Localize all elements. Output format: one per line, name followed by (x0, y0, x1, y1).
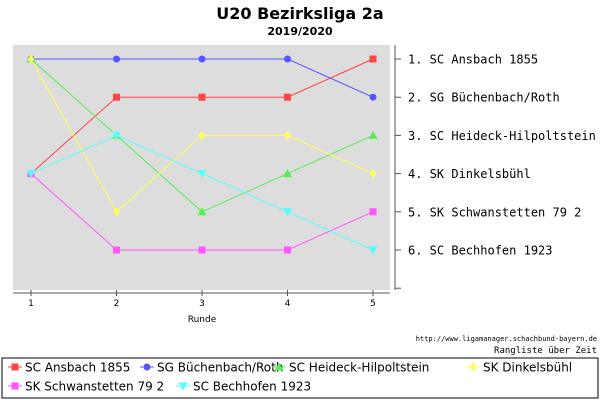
series-1-point-3 (198, 93, 206, 101)
legend-box (1, 357, 599, 399)
series-layer (26, 54, 378, 255)
chart-title: U20 Bezirksliga 2a (216, 4, 383, 23)
legend-item-3: SC Heideck-Hilpoltstein (272, 361, 429, 375)
rank-label-4: 4. SK Dinkelsbühl (408, 167, 531, 181)
series-4-point-5 (369, 169, 377, 179)
rank-label-1: 1. SC Ansbach 1855 (408, 53, 538, 67)
series-1-point-4 (284, 93, 291, 101)
series-1-point-5 (369, 55, 377, 63)
legend-label-5: SK Schwanstetten 79 2 (25, 380, 164, 394)
rank-label-6: 6. SC Bechhofen 1923 (408, 244, 553, 258)
series-5-point-5 (369, 208, 377, 216)
x-tick-label-5: 5 (370, 299, 376, 309)
series-6-point-2 (112, 131, 121, 140)
rank-label-5: 5. SK Schwanstetten 79 2 (408, 205, 581, 219)
x-tick-label-1: 1 (28, 299, 34, 309)
series-3-point-5 (368, 130, 378, 139)
legend-label-3: SC Heideck-Hilpoltstein (289, 361, 429, 375)
legend-marker-6 (178, 382, 188, 391)
x-tick-label-4: 4 (285, 299, 291, 309)
x-axis-label: Runde (188, 315, 217, 325)
rank-label-3: 3. SC Heideck-Hilpoltstein (408, 129, 596, 143)
series-4-point-3 (198, 130, 206, 140)
series-5-point-4 (284, 246, 291, 254)
series-3-point-3 (197, 207, 207, 216)
series-2-point-4 (284, 55, 291, 63)
series-4-point-4 (284, 130, 291, 140)
series-2-point-2 (113, 55, 120, 63)
rank-labels: 1. SC Ansbach 1855 2. SG Büchenbach/Roth 3… (408, 53, 596, 258)
legend: SC Ansbach 1855 SG Büchenbach/Roth SC Heid… (8, 361, 572, 394)
legend-item-1: SC Ansbach 1855 (8, 361, 130, 375)
x-tick-labels: 1 2 3 4 5 (28, 299, 376, 309)
series-6-point-4 (283, 208, 292, 217)
legend-item-5: SK Schwanstetten 79 2 (8, 380, 164, 394)
legend-label-1: SC Ansbach 1855 (25, 361, 130, 375)
legend-marker-5 (11, 382, 19, 390)
legend-marker-3 (274, 362, 284, 371)
legend-item-6: SC Bechhofen 1923 (176, 380, 311, 394)
legend-label-4: SK Dinkelsbühl (483, 361, 572, 375)
legend-marker-4 (469, 362, 477, 372)
series-4-point-2 (113, 207, 120, 217)
x-axis (13, 290, 390, 296)
legend-marker-2 (143, 363, 151, 371)
series-4-point-1 (27, 54, 35, 64)
x-tick-label-2: 2 (114, 299, 120, 309)
rank-label-2: 2. SG Büchenbach/Roth (408, 91, 560, 105)
chart-subtitle: 2019/2020 (267, 25, 333, 38)
series-6 (26, 131, 378, 255)
source-text: http://www.ligamanager.schachbund-bayern… (416, 335, 597, 343)
series-6-point-1 (26, 170, 36, 179)
series-4 (27, 54, 377, 217)
series-5-point-3 (198, 246, 206, 254)
x-tick-label-3: 3 (199, 299, 205, 309)
legend-item-4: SK Dinkelsbühl (466, 361, 572, 375)
series-2-point-5 (369, 93, 377, 101)
series-6-point-3 (197, 170, 207, 179)
legend-label-6: SC Bechhofen 1923 (193, 380, 311, 394)
series-1-point-2 (113, 93, 120, 101)
legend-marker-1 (11, 363, 19, 371)
right-axis (394, 45, 401, 290)
chart-caption: Rangliste über Zeit (494, 346, 597, 356)
series-2-point-3 (198, 55, 206, 63)
series-3-point-4 (283, 169, 292, 178)
legend-item-2: SG Büchenbach/Roth (140, 361, 283, 375)
series-6-point-5 (368, 246, 378, 255)
series-5-point-2 (113, 246, 120, 254)
legend-label-2: SG Büchenbach/Roth (157, 361, 283, 375)
